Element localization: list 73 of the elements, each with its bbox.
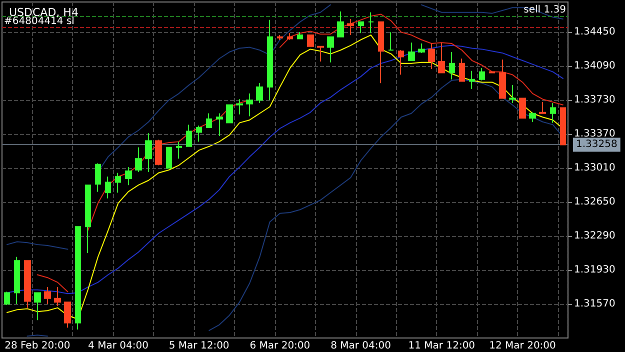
candlestick	[145, 132, 152, 172]
candlestick	[95, 162, 101, 192]
candlestick	[14, 256, 20, 305]
candlestick	[44, 286, 51, 305]
x-tick-label: 28 Feb 20:00	[4, 340, 70, 352]
candlestick	[297, 32, 303, 40]
x-tick-label: 6 Mar 20:00	[250, 340, 310, 352]
candlestick	[539, 102, 546, 114]
candlestick	[368, 12, 374, 34]
candlestick	[509, 84, 516, 104]
candlestick	[550, 102, 556, 124]
candlestick	[469, 70, 475, 90]
candlestick	[75, 226, 81, 330]
candlestick	[519, 98, 526, 119]
candlestick	[287, 32, 293, 40]
x-tick-label: 4 Mar 04:00	[88, 340, 148, 352]
candlestick	[449, 52, 455, 80]
candlestick	[358, 21, 364, 34]
ref-line-label: sell 1.39	[524, 4, 566, 16]
candlestick	[267, 19, 273, 101]
candlestick	[398, 50, 404, 76]
y-tick-label: 1.33370	[574, 128, 616, 140]
candlestick	[459, 58, 465, 82]
y-tick-label: 1.32290	[574, 230, 616, 242]
candlestick	[337, 10, 344, 38]
candlestick	[499, 59, 506, 99]
x-tick-label: 5 Mar 12:00	[168, 340, 230, 352]
y-tick-label: 1.33730	[574, 94, 616, 106]
y-tick-label: 1.34090	[574, 60, 616, 72]
x-tick-label: 11 Mar 12:00	[408, 340, 476, 352]
candlestick	[277, 34, 283, 40]
candlestick	[438, 42, 445, 74]
candlestick	[226, 104, 233, 124]
candlestick	[176, 141, 182, 160]
candlestick	[125, 166, 132, 186]
candlestick	[529, 112, 536, 122]
candlestick	[428, 43, 435, 70]
y-tick-label: 1.33010	[574, 162, 616, 174]
candlestick	[105, 176, 111, 199]
candlestick	[216, 112, 223, 137]
y-tick-label: 1.34450	[574, 26, 616, 38]
candlestick	[256, 82, 263, 104]
candlestick	[408, 42, 415, 62]
candlestick	[560, 107, 566, 146]
y-tick-label: 1.31930	[574, 264, 616, 276]
candlestick	[317, 46, 324, 62]
candlestick	[54, 286, 61, 306]
x-tick-label: 12 Mar 20:00	[489, 340, 556, 352]
candlestick	[388, 32, 394, 51]
candlestick	[155, 139, 162, 166]
candlestick	[34, 292, 41, 321]
candlestick	[327, 36, 334, 63]
candlestick	[186, 124, 192, 147]
y-tick-label: 1.31570	[574, 298, 616, 310]
y-tick-label: 1.32650	[574, 196, 616, 208]
x-tick-label: 8 Mar 04:00	[330, 340, 392, 352]
candlestick	[4, 291, 10, 306]
candlestick	[135, 146, 142, 172]
candlestick	[64, 302, 71, 328]
candlestick	[479, 68, 485, 81]
candlestick	[85, 184, 91, 254]
candlestick	[307, 34, 314, 47]
candlestick	[115, 172, 121, 194]
candlestick	[236, 98, 243, 115]
candlestick	[206, 112, 212, 128]
ref-line-label: 1.33258	[576, 139, 618, 150]
candlestick	[418, 43, 425, 54]
candlestick	[378, 21, 384, 84]
candlestick	[166, 146, 172, 169]
candlestick	[24, 260, 31, 308]
candlestick	[196, 125, 202, 142]
candlestick	[246, 93, 253, 117]
candlestick	[347, 18, 354, 36]
